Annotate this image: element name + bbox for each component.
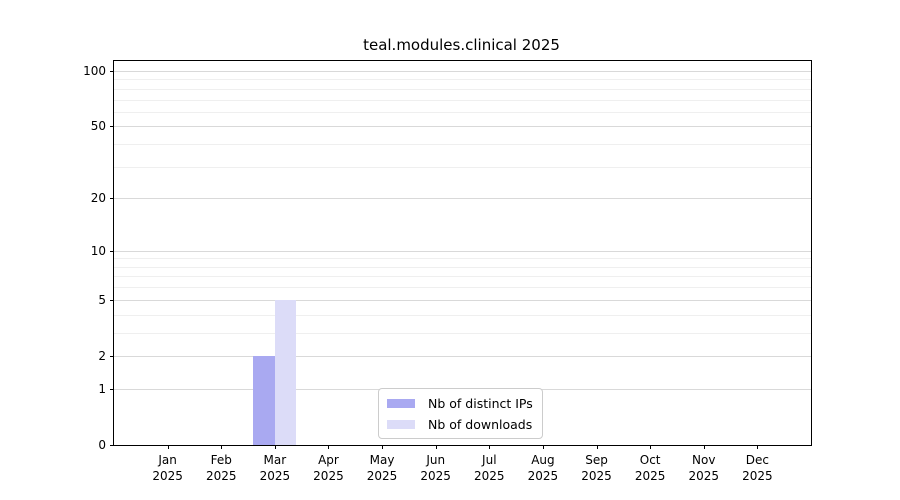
x-tick-jun-2025 xyxy=(435,445,437,449)
legend-label-distinct-ips: Nb of distinct IPs xyxy=(428,395,533,411)
x-tick-jul-2025 xyxy=(489,445,491,449)
y-tick-label-0: 0 xyxy=(98,438,106,452)
x-tick-label-mar-2025: Mar 2025 xyxy=(259,453,291,483)
x-tick-aug-2025 xyxy=(542,445,544,449)
chart-title: teal.modules.clinical 2025 xyxy=(363,36,560,54)
y-tick-1 xyxy=(110,388,114,390)
x-tick-label-nov-2025: Nov 2025 xyxy=(688,453,720,483)
gridline-minor-60 xyxy=(114,111,811,113)
x-tick-nov-2025 xyxy=(703,445,705,449)
legend: Nb of distinct IPs Nb of downloads xyxy=(378,388,543,439)
gridline-minor-6 xyxy=(114,287,811,289)
gridline-minor-8 xyxy=(114,266,811,268)
legend-item-distinct-ips: Nb of distinct IPs xyxy=(387,394,533,412)
gridline-minor-9 xyxy=(114,258,811,260)
x-tick-label-sep-2025: Sep 2025 xyxy=(581,453,612,483)
x-tick-apr-2025 xyxy=(328,445,330,449)
x-tick-sep-2025 xyxy=(596,445,598,449)
x-tick-label-dec-2025: Dec 2025 xyxy=(742,453,773,483)
legend-swatch-distinct-ips xyxy=(387,398,415,408)
y-tick-100 xyxy=(110,71,114,72)
y-tick-label-10: 10 xyxy=(90,243,106,258)
y-tick-20 xyxy=(110,198,114,200)
y-tick-50 xyxy=(110,126,114,128)
bar-distinct-ips-mar-2025 xyxy=(253,355,275,445)
gridline-minor-40 xyxy=(114,144,811,146)
legend-swatch-downloads xyxy=(387,419,415,429)
y-tick-label-20: 20 xyxy=(90,191,106,206)
legend-label-downloads: Nb of downloads xyxy=(428,416,533,432)
x-tick-feb-2025 xyxy=(221,445,223,449)
x-tick-dec-2025 xyxy=(757,445,759,449)
legend-item-downloads: Nb of downloads xyxy=(387,415,533,433)
gridline-major-100 xyxy=(114,71,811,72)
x-tick-label-aug-2025: Aug 2025 xyxy=(527,453,559,483)
y-tick-5 xyxy=(110,299,114,301)
gridline-minor-7 xyxy=(114,276,811,278)
x-tick-label-jan-2025: Jan 2025 xyxy=(152,453,183,483)
y-tick-label-1: 1 xyxy=(98,381,106,396)
gridline-minor-70 xyxy=(114,99,811,101)
y-tick-label-100: 100 xyxy=(83,64,106,78)
x-tick-label-jun-2025: Jun 2025 xyxy=(420,453,451,483)
gridline-minor-4 xyxy=(114,314,811,316)
y-tick-label-5: 5 xyxy=(98,292,106,307)
x-tick-label-oct-2025: Oct 2025 xyxy=(634,453,666,483)
x-tick-label-jul-2025: Jul 2025 xyxy=(474,453,505,483)
gridline-minor-3 xyxy=(114,332,811,334)
gridline-major-10 xyxy=(114,250,811,252)
x-tick-label-apr-2025: Apr 2025 xyxy=(313,453,344,483)
y-tick-label-50: 50 xyxy=(90,119,106,134)
x-tick-label-feb-2025: Feb 2025 xyxy=(205,453,237,483)
gridline-major-20 xyxy=(114,198,811,200)
y-tick-10 xyxy=(110,250,114,252)
gridline-minor-90 xyxy=(114,79,811,81)
x-tick-mar-2025 xyxy=(274,445,276,449)
plot-area: Nb of distinct IPs Nb of downloads 0 1 2 5 1… xyxy=(83,60,812,483)
gridline-minor-80 xyxy=(114,88,811,90)
gridline-major-50 xyxy=(114,126,811,128)
gridline-minor-30 xyxy=(114,166,811,168)
bar-downloads-mar-2025 xyxy=(274,299,297,445)
gridline-major-5 xyxy=(114,299,811,301)
x-tick-label-may-2025: May 2025 xyxy=(366,453,398,483)
y-tick-0 xyxy=(110,445,114,446)
x-tick-jan-2025 xyxy=(167,445,169,449)
y-tick-2 xyxy=(110,355,114,357)
x-tick-may-2025 xyxy=(382,445,384,449)
y-tick-label-2: 2 xyxy=(98,348,106,363)
gridline-major-2 xyxy=(114,355,811,357)
x-tick-oct-2025 xyxy=(650,445,652,449)
